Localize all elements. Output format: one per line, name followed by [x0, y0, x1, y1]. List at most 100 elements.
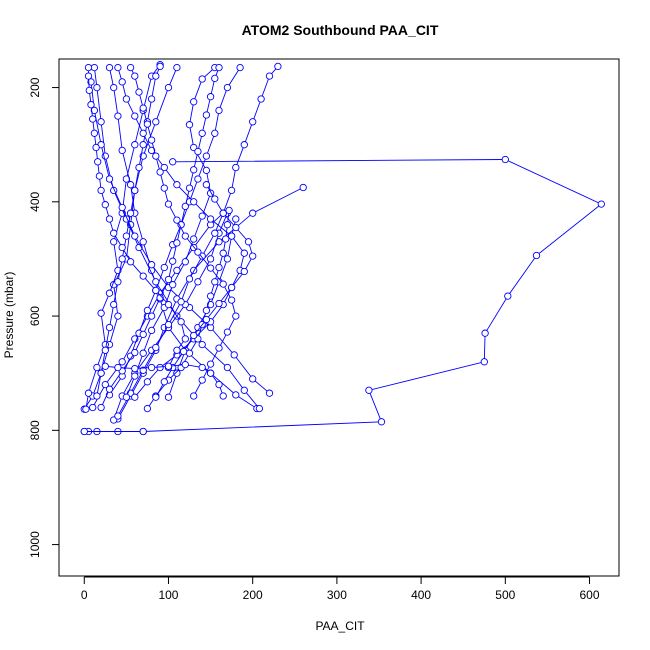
- data-point: [114, 363, 122, 372]
- data-point: [118, 78, 126, 86]
- data-point: [131, 393, 139, 401]
- data-point: [222, 235, 230, 243]
- data-point: [223, 83, 232, 92]
- data-point: [160, 263, 168, 272]
- data-point: [143, 378, 152, 386]
- data-point: [249, 252, 257, 260]
- data-point: [219, 280, 227, 288]
- data-point: [173, 63, 181, 72]
- data-point: [206, 255, 215, 263]
- data-point: [105, 289, 114, 297]
- data-point: [118, 203, 126, 212]
- data-point: [244, 238, 253, 246]
- data-point: [265, 72, 274, 80]
- data-point: [164, 393, 173, 401]
- data-point: [177, 318, 185, 326]
- data-point: [206, 369, 215, 377]
- data-point: [181, 202, 189, 211]
- data-point: [185, 275, 194, 283]
- data-point: [84, 389, 93, 397]
- series-path: [85, 64, 161, 410]
- data-point: [126, 258, 135, 266]
- data-point: [181, 335, 189, 343]
- data-point: [97, 118, 105, 126]
- series-line-20: [126, 63, 240, 400]
- series-line-19: [152, 181, 257, 401]
- data-point: [164, 300, 173, 309]
- series-group: [80, 61, 605, 436]
- data-point: [147, 312, 156, 320]
- data-point: [105, 215, 114, 223]
- series-line-21: [84, 63, 189, 372]
- data-point: [114, 112, 122, 120]
- data-point: [202, 166, 211, 175]
- data-point: [114, 312, 122, 320]
- data-point: [198, 376, 206, 384]
- data-point: [118, 255, 126, 263]
- data-point: [173, 239, 181, 247]
- data-point: [249, 209, 257, 217]
- data-point: [225, 206, 233, 215]
- data-point: [164, 83, 173, 92]
- data-point: [232, 223, 240, 232]
- chart-title: ATOM2 Southbound PAA_CIT: [242, 22, 439, 38]
- data-point: [89, 403, 97, 412]
- data-point: [173, 369, 181, 377]
- data-point: [211, 195, 219, 203]
- data-point: [139, 141, 147, 149]
- data-point: [202, 181, 211, 189]
- data-point: [219, 392, 227, 400]
- data-point: [152, 393, 160, 401]
- data-point: [377, 418, 386, 426]
- data-point: [240, 386, 248, 394]
- data-point: [105, 323, 114, 332]
- data-point: [223, 363, 232, 372]
- data-point: [198, 212, 206, 220]
- data-point: [84, 72, 93, 80]
- data-point: [169, 281, 177, 289]
- y-axis-label: Pressure (mbar): [2, 272, 16, 359]
- data-point: [93, 392, 101, 400]
- data-point: [131, 186, 139, 195]
- series-path: [96, 66, 161, 397]
- data-point: [118, 358, 126, 366]
- data-point: [365, 386, 373, 394]
- data-point: [185, 184, 194, 192]
- series-line-14: [105, 63, 244, 399]
- data-point: [85, 86, 93, 95]
- y-tick-label: 200: [28, 77, 42, 97]
- data-point: [97, 309, 105, 317]
- data-point: [223, 255, 232, 263]
- data-point: [114, 278, 122, 286]
- data-point: [504, 292, 512, 300]
- x-axis-label: PAA_CIT: [315, 619, 365, 633]
- series-path: [109, 67, 258, 409]
- data-point: [131, 112, 139, 120]
- data-point: [206, 360, 215, 368]
- data-point: [105, 175, 114, 183]
- data-point: [181, 360, 189, 369]
- series-path: [130, 67, 237, 397]
- data-point: [131, 364, 139, 373]
- series-path: [92, 212, 224, 408]
- data-point: [147, 95, 156, 103]
- series-line-11: [114, 62, 282, 420]
- data-point: [215, 380, 223, 389]
- x-tick-label: 100: [158, 588, 178, 602]
- data-point: [480, 358, 488, 366]
- data-point: [219, 249, 227, 257]
- data-point: [194, 248, 202, 256]
- data-point: [173, 181, 181, 189]
- data-point: [97, 369, 105, 377]
- data-point: [185, 121, 194, 129]
- data-point: [90, 106, 99, 115]
- data-point: [181, 258, 189, 266]
- series-line-15: [93, 62, 164, 400]
- data-point: [190, 166, 198, 174]
- data-point: [481, 329, 489, 337]
- data-point: [198, 340, 206, 349]
- series-line-22: [101, 360, 227, 400]
- x-tick-label: 200: [243, 588, 263, 602]
- data-point: [84, 63, 93, 72]
- data-point: [95, 172, 104, 180]
